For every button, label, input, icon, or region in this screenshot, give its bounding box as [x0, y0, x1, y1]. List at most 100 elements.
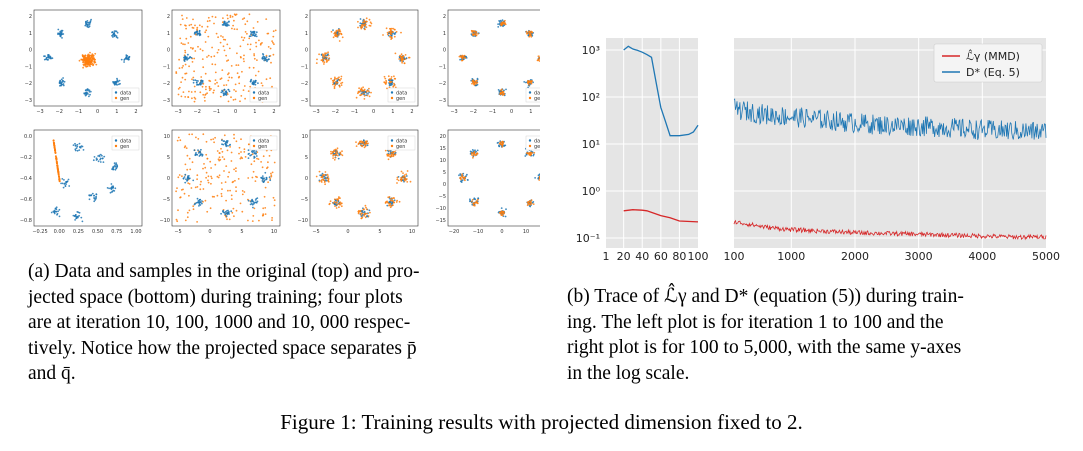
scatter-point [204, 199, 207, 202]
scatter-point [185, 178, 187, 181]
x-tick-label-right: 5000 [1032, 250, 1060, 263]
y-tick-label: 2 [305, 14, 308, 20]
scatter-point [217, 176, 220, 179]
scatter-point [466, 173, 468, 176]
scatter-point [201, 25, 203, 28]
scatter-point [188, 194, 190, 197]
scatter-point [340, 77, 342, 80]
scatter-point [341, 36, 344, 39]
scatter-point [326, 59, 328, 61]
scatter-point [366, 20, 368, 23]
x-tick-label-left: 1 [603, 250, 610, 263]
scatter-point [362, 139, 365, 142]
scatter-point [53, 144, 56, 146]
y-tick-label: 1 [443, 31, 446, 37]
scatter-point [197, 138, 200, 140]
scatter-point [99, 153, 102, 156]
scatter-point [82, 60, 85, 63]
scatter-point [330, 150, 332, 153]
scatter-point [93, 197, 96, 200]
scatter-point [337, 32, 340, 34]
scatter-point [201, 200, 203, 202]
scatter-point [388, 202, 390, 205]
scatter-point [408, 56, 411, 59]
scatter-point [175, 72, 178, 74]
scatter-point [193, 70, 195, 73]
scatter-point [404, 175, 406, 178]
scatter-point [195, 79, 198, 82]
scatter-point [194, 98, 197, 100]
scatter-point [476, 77, 479, 80]
scatter-point [529, 34, 531, 37]
scatter-point [82, 56, 85, 59]
scatter-point [232, 180, 235, 183]
scatter-point [266, 60, 268, 63]
scatter-point [102, 161, 105, 163]
scatter-point [338, 206, 340, 209]
scatter-point [359, 26, 362, 28]
scatter-point [222, 94, 225, 97]
scatter-point [474, 33, 477, 35]
scatter-point [364, 24, 367, 27]
scatter-point [236, 28, 238, 31]
x-tick-label: 2 [272, 109, 275, 115]
scatter-point [364, 204, 367, 207]
scatter-point [235, 90, 237, 93]
scatter-point [391, 37, 393, 40]
y-tick-label: 1 [29, 31, 32, 37]
scatter-point [256, 200, 259, 203]
scatter-point [192, 18, 194, 21]
scatter-point [528, 31, 531, 34]
caption-a-line: (a) Data and samples in the original (to… [28, 261, 420, 282]
scatter-point [394, 150, 396, 153]
scatter-point [500, 23, 503, 26]
scatter-point [76, 145, 79, 148]
scatter-point [273, 43, 275, 46]
y-tick-label: −2 [301, 81, 308, 87]
scatter-point [255, 41, 257, 44]
scatter-point [471, 82, 473, 85]
scatter-point [469, 198, 471, 201]
scatter-point [255, 155, 258, 157]
scatter-point [238, 152, 240, 155]
scatter-point [392, 204, 394, 206]
scatter-point [529, 200, 531, 203]
scatter-point [221, 139, 223, 142]
scatter-point [363, 88, 366, 91]
scatter-point [91, 192, 94, 195]
scatter-point [249, 43, 252, 46]
scatter-point [248, 13, 251, 16]
scatter-point [200, 82, 203, 85]
scatter-point [318, 53, 320, 56]
scatter-point [184, 163, 187, 166]
scatter-point [396, 178, 399, 181]
legend-swatch-gen [252, 144, 256, 148]
scatter-point [188, 175, 190, 177]
scatter-point [207, 175, 210, 178]
scatter-point [225, 144, 228, 147]
scatter-point [263, 195, 266, 198]
scatter-point [270, 175, 273, 178]
scatter-point [366, 94, 369, 97]
scatter-point [248, 66, 251, 69]
scatter-point [113, 30, 116, 32]
scatter-point [175, 190, 177, 193]
scatter-point [200, 76, 203, 78]
scatter-point [198, 203, 201, 205]
scatter-point [527, 201, 530, 203]
scatter-point [332, 29, 334, 31]
scatter-point [115, 81, 118, 84]
x-tick-label: −1 [213, 109, 220, 115]
scatter-point [61, 29, 64, 32]
scatter-point [226, 218, 228, 221]
y-tick-label: 2 [443, 14, 446, 20]
scatter-point [355, 96, 358, 99]
scatter-point [113, 162, 116, 165]
scatter-point [252, 31, 255, 34]
legend-swatch-gen [252, 96, 256, 100]
scatter-point [363, 146, 366, 149]
scatter-point [56, 213, 58, 216]
scatter-point [195, 31, 198, 34]
scatter-point [192, 79, 195, 81]
